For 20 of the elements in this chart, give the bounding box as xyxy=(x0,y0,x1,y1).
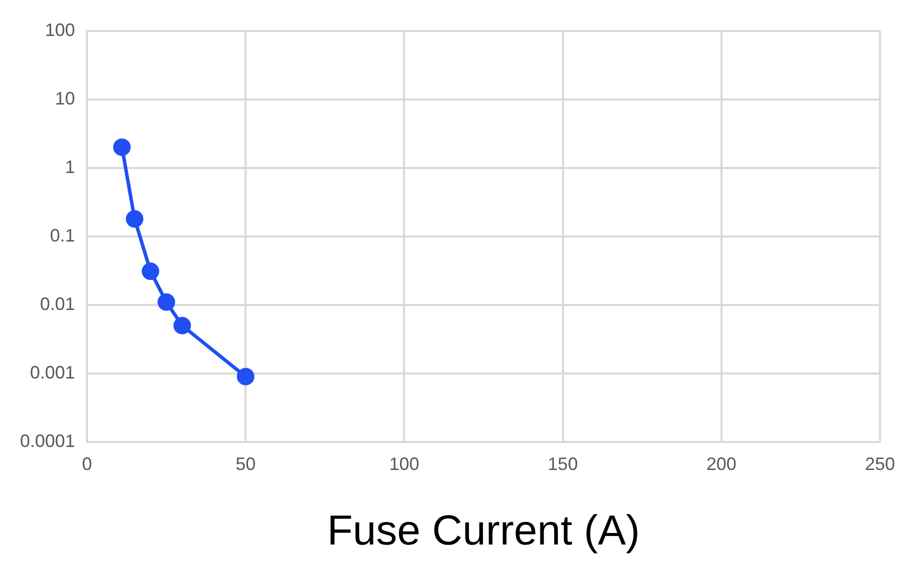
x-tick-label: 150 xyxy=(548,454,578,474)
point xyxy=(158,293,176,311)
point xyxy=(173,316,191,334)
point xyxy=(142,262,160,280)
x-tick-label: 100 xyxy=(389,454,420,474)
point xyxy=(126,210,144,228)
x-axis-title: Fuse Current (A) xyxy=(327,506,640,554)
point xyxy=(236,368,254,386)
y-tick-label: 1 xyxy=(65,156,76,177)
x-tick-label: 0 xyxy=(82,454,92,474)
x-tick-label: 200 xyxy=(706,454,736,474)
y-tick-label: 0.1 xyxy=(50,225,76,246)
y-tick-label: 0.0001 xyxy=(20,430,76,451)
y-tick-label: 0.001 xyxy=(30,362,76,382)
point xyxy=(113,138,131,156)
y-tick-label: 10 xyxy=(55,88,76,108)
y-tick-label: 100 xyxy=(45,20,76,40)
x-tick-label: 50 xyxy=(236,454,256,474)
x-tick-label: 250 xyxy=(864,454,896,474)
y-tick-label: 0.01 xyxy=(40,294,76,314)
